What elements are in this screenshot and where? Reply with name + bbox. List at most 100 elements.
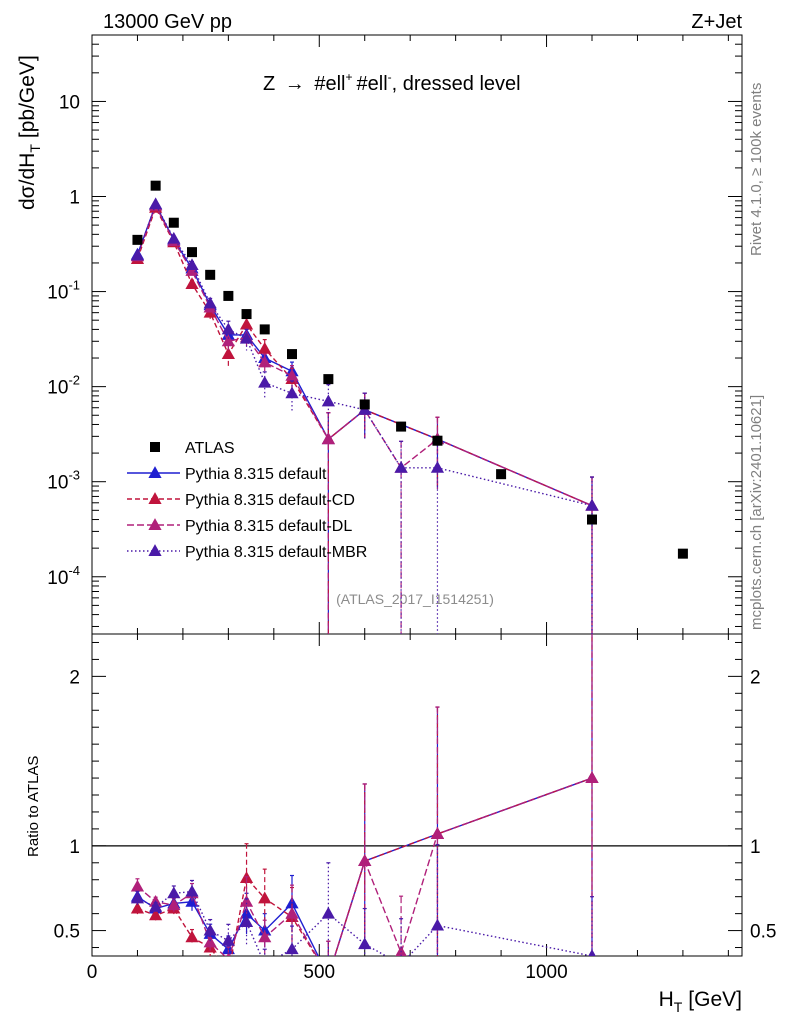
ratio-series-marker bbox=[321, 906, 335, 919]
data-point bbox=[496, 469, 507, 480]
data-point bbox=[259, 324, 270, 335]
data-point bbox=[432, 435, 443, 446]
series-marker bbox=[321, 432, 335, 445]
data-point bbox=[587, 514, 597, 525]
y-tick-label: 10-3 bbox=[47, 468, 80, 494]
ratio-series-layer bbox=[130, 634, 599, 978]
series-marker bbox=[221, 347, 235, 360]
ratio-tick-label: 1 bbox=[69, 837, 80, 858]
series-marker bbox=[394, 460, 408, 473]
series-line bbox=[136, 203, 593, 507]
legend-label: Pythia 8.315 default-DL bbox=[185, 518, 352, 535]
ratio-plot-frame bbox=[91, 633, 743, 957]
series-marker bbox=[221, 334, 235, 347]
y-tick-label: 1 bbox=[69, 188, 80, 209]
ratio-series-marker bbox=[285, 896, 299, 909]
ratio-tick-label-right: 1 bbox=[750, 837, 761, 858]
ratio-series-marker bbox=[430, 918, 445, 931]
legend-label: Pythia 8.315 default-CD bbox=[185, 492, 355, 509]
series-3 bbox=[130, 197, 599, 634]
ratio-series-marker bbox=[239, 915, 254, 928]
series-marker bbox=[321, 394, 335, 407]
plot-title: Z → #ell+ #ell-, dressed level bbox=[263, 70, 521, 95]
ratio-series-marker bbox=[222, 966, 235, 978]
header-process: Z+Jet bbox=[691, 11, 742, 33]
data-point bbox=[241, 309, 252, 320]
series-marker bbox=[130, 248, 145, 261]
series-marker bbox=[430, 460, 445, 473]
ratio-series-marker bbox=[203, 923, 217, 936]
ratio-series-marker bbox=[430, 827, 445, 839]
series-marker bbox=[258, 355, 272, 368]
series-2 bbox=[130, 198, 599, 634]
analysis-tag: (ATLAS_2017_I1514251) bbox=[336, 591, 494, 607]
ratio-series-3 bbox=[130, 844, 596, 970]
legend-label: Pythia 8.315 default bbox=[185, 466, 327, 483]
ratio-series-marker bbox=[185, 930, 199, 943]
rivet-label: Rivet 4.1.0, ≥ 100k events bbox=[748, 83, 765, 256]
ratio-series-marker bbox=[285, 942, 299, 955]
ratio-series-marker bbox=[130, 901, 145, 914]
series-marker bbox=[239, 317, 254, 330]
y-tick-label: 10-2 bbox=[47, 373, 80, 399]
main-series-layer bbox=[130, 197, 599, 634]
legend-marker bbox=[148, 544, 162, 556]
data-point bbox=[323, 374, 334, 385]
series-line bbox=[136, 202, 593, 507]
series-marker bbox=[203, 296, 217, 309]
ratio-series-marker bbox=[203, 935, 217, 948]
ratio-series-marker bbox=[585, 771, 599, 784]
legend-marker bbox=[148, 466, 162, 478]
series-marker bbox=[258, 341, 272, 354]
data-point bbox=[396, 421, 407, 432]
ratio-series-marker bbox=[221, 933, 235, 946]
ratio-series-marker bbox=[258, 930, 272, 943]
y-tick-label: 10 bbox=[59, 92, 80, 113]
data-point bbox=[168, 217, 179, 228]
ratio-series-marker bbox=[167, 886, 181, 899]
ratio-series-marker bbox=[258, 891, 272, 904]
mcplots-label: mcplots.cern.ch [arXiv:2401.10621] bbox=[748, 395, 765, 630]
ratio-series-marker bbox=[258, 958, 271, 970]
ratio-series-marker bbox=[358, 937, 372, 950]
x-tick-label: 500 bbox=[303, 962, 335, 983]
legend-label: Pythia 8.315 default-MBR bbox=[185, 544, 367, 561]
legend: ATLAS Pythia 8.315 default Pythia 8.315 de… bbox=[127, 440, 367, 561]
series-marker bbox=[221, 322, 235, 335]
y-axis-label: dσ/dHT[pb/GeV] bbox=[16, 55, 43, 210]
ratio-series-marker bbox=[588, 949, 596, 956]
ratio-series-marker bbox=[130, 891, 145, 904]
ratio-y-axis-label: Ratio to ATLAS bbox=[25, 756, 42, 857]
legend-marker bbox=[148, 518, 162, 530]
data-point bbox=[677, 548, 688, 559]
ratio-series-marker bbox=[358, 854, 372, 867]
x-tick-label: 0 bbox=[87, 962, 98, 983]
ratio-tick-label-right: 2 bbox=[750, 667, 761, 688]
series-marker bbox=[285, 368, 299, 381]
data-point bbox=[359, 399, 370, 410]
data-point bbox=[205, 269, 216, 280]
legend-marker-data bbox=[150, 442, 160, 452]
y-tick-label: 10-4 bbox=[47, 563, 80, 589]
series-marker bbox=[185, 277, 199, 289]
legend-label-data: ATLAS bbox=[185, 440, 235, 457]
header-energy: 13000 GeV pp bbox=[103, 11, 232, 33]
data-layer bbox=[132, 180, 688, 559]
series-marker bbox=[239, 331, 254, 344]
y-tick-label: 10-1 bbox=[47, 278, 80, 304]
ratio-series-marker bbox=[258, 923, 272, 936]
ratio-series-marker bbox=[285, 906, 299, 919]
ratio-series-marker bbox=[149, 900, 163, 912]
x-tick-label: 1000 bbox=[525, 962, 567, 983]
ratio-series-marker bbox=[239, 894, 254, 907]
series-line bbox=[136, 206, 593, 507]
ratio-series-marker bbox=[167, 898, 181, 911]
ratio-tick-label: 2 bbox=[69, 667, 80, 688]
ratio-series-line bbox=[137, 777, 593, 956]
ratio-tick-label-right: 0.5 bbox=[750, 922, 776, 943]
series-marker bbox=[185, 258, 199, 271]
data-point bbox=[187, 247, 197, 258]
series-line bbox=[136, 202, 593, 507]
x-axis-label: HT [GeV] bbox=[659, 988, 742, 1015]
